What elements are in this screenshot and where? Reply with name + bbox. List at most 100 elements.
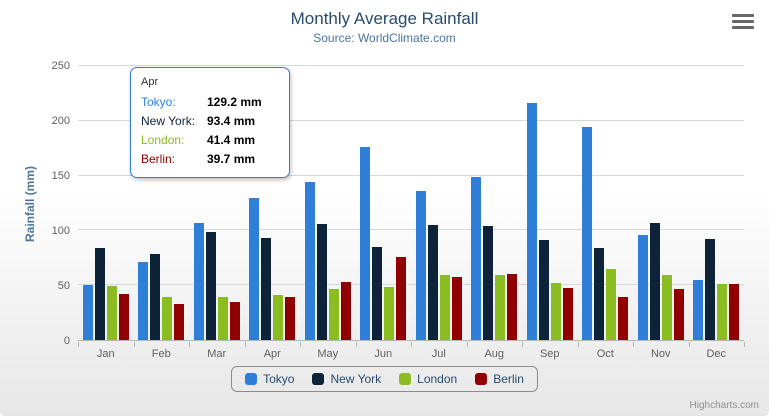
x-axis-label-mar: Mar <box>207 348 227 360</box>
bar-group-nov <box>633 66 689 340</box>
bar-tokyo-nov[interactable] <box>637 235 648 340</box>
bar-tokyo-jul[interactable] <box>415 191 426 340</box>
bar-berlin-nov[interactable] <box>673 288 684 340</box>
bar-berlin-apr[interactable] <box>285 296 296 340</box>
bar-berlin-oct[interactable] <box>618 297 629 340</box>
bar-group-feb <box>134 66 190 340</box>
bar-tokyo-aug[interactable] <box>471 177 482 340</box>
gridline <box>78 119 744 121</box>
legend-item-berlin[interactable]: Berlin <box>475 372 524 386</box>
bar-new-york-jul[interactable] <box>427 224 438 340</box>
bar-new-york-feb[interactable] <box>150 253 161 340</box>
tooltip: Apr Tokyo: 129.2 mm New York: 93.4 mm London… <box>130 67 290 178</box>
x-axis-tick <box>355 342 357 347</box>
legend: Tokyo New York London Berlin <box>0 366 769 392</box>
bar-london-jul[interactable] <box>439 275 450 340</box>
tooltip-category: Apr <box>141 76 159 88</box>
tooltip-rows: Tokyo: 129.2 mm New York: 93.4 mm London: 41.… <box>141 93 279 169</box>
bar-tokyo-sep[interactable] <box>526 102 537 340</box>
gridline <box>78 284 744 286</box>
bar-tokyo-mar[interactable] <box>193 223 204 340</box>
bar-tokyo-jun[interactable] <box>360 147 371 340</box>
tooltip-series-label: New York: <box>141 114 196 128</box>
bar-berlin-may[interactable] <box>340 282 351 340</box>
x-axis-ticks <box>78 342 745 347</box>
bar-berlin-aug[interactable] <box>507 273 518 340</box>
x-axis-tick <box>189 342 190 347</box>
tooltip-row: Berlin: 39.7 mm <box>141 150 279 169</box>
tooltip-series-label: Tokyo: <box>141 95 176 109</box>
bar-tokyo-dec[interactable] <box>693 280 704 340</box>
bar-london-mar[interactable] <box>217 296 228 340</box>
x-axis-label-apr: Apr <box>263 348 281 360</box>
bar-berlin-jul[interactable] <box>451 277 462 340</box>
bar-london-may[interactable] <box>328 288 339 340</box>
y-axis-tick-label: 50 <box>57 280 70 292</box>
x-axis-label-dec: Dec <box>706 348 727 360</box>
bar-group-dec <box>689 66 745 340</box>
x-axis-label-oct: Oct <box>596 348 614 360</box>
bar-tokyo-feb[interactable] <box>138 261 149 340</box>
bar-berlin-feb[interactable] <box>174 303 185 340</box>
x-axis-tick <box>577 342 579 347</box>
bar-new-york-aug[interactable] <box>483 225 494 340</box>
bar-new-york-mar[interactable] <box>205 232 216 340</box>
x-axis-label-nov: Nov <box>650 348 671 360</box>
bar-tokyo-oct[interactable] <box>582 127 593 340</box>
legend-label: Berlin <box>493 372 524 386</box>
bar-london-jan[interactable] <box>106 286 117 340</box>
y-axis-tick-label: 200 <box>51 115 70 127</box>
x-axis-label-aug: Aug <box>484 348 505 360</box>
bar-berlin-dec[interactable] <box>729 284 740 340</box>
bar-london-feb[interactable] <box>162 297 173 340</box>
credits-link[interactable]: Highcharts.com <box>689 400 759 411</box>
x-axis-tick <box>411 342 412 347</box>
legend-item-london[interactable]: London <box>399 372 457 386</box>
hamburger-menu-icon[interactable] <box>732 14 754 32</box>
bar-new-york-nov[interactable] <box>649 223 660 340</box>
x-axis-tick <box>300 342 301 347</box>
bar-new-york-jan[interactable] <box>94 248 105 340</box>
bar-new-york-apr[interactable] <box>261 237 272 340</box>
bar-berlin-sep[interactable] <box>562 287 573 340</box>
x-axis-tick <box>133 342 135 347</box>
legend-symbol <box>245 373 258 385</box>
bar-london-oct[interactable] <box>606 268 617 340</box>
gridline <box>78 174 744 176</box>
chart-title: Monthly Average Rainfall <box>290 9 479 28</box>
bar-berlin-mar[interactable] <box>229 302 240 340</box>
legend-box: Tokyo New York London Berlin <box>231 366 538 392</box>
bar-berlin-jun[interactable] <box>396 257 407 340</box>
x-axis-label-jul: Jul <box>431 348 446 360</box>
bar-new-york-jun[interactable] <box>372 247 383 340</box>
bar-london-dec[interactable] <box>717 283 728 340</box>
bar-tokyo-may[interactable] <box>304 182 315 340</box>
hamburger-line <box>732 26 754 29</box>
chart-subtitle: Source: WorldClimate.com <box>313 31 456 45</box>
legend-label: New York <box>330 372 382 386</box>
legend-symbol <box>312 373 325 385</box>
bar-new-york-may[interactable] <box>316 223 327 340</box>
bar-group-aug <box>467 66 523 340</box>
bar-berlin-jan[interactable] <box>118 293 129 340</box>
bar-tokyo-jan[interactable] <box>82 285 93 340</box>
bar-london-aug[interactable] <box>495 274 506 340</box>
legend-item-new-york[interactable]: New York <box>312 372 381 386</box>
bar-new-york-oct[interactable] <box>594 248 605 340</box>
bar-london-sep[interactable] <box>550 282 561 340</box>
legend-item-tokyo[interactable]: Tokyo <box>245 372 294 386</box>
bar-group-may <box>300 66 356 340</box>
bar-group-oct <box>578 66 634 340</box>
bar-new-york-sep[interactable] <box>538 240 549 340</box>
x-axis-tick <box>744 342 745 347</box>
bar-london-apr[interactable] <box>273 294 284 340</box>
tooltip-series-label: London: <box>141 133 185 147</box>
bar-tokyo-apr[interactable] <box>249 198 260 340</box>
bar-new-york-dec[interactable] <box>705 238 716 340</box>
tooltip-value: 39.7 mm <box>207 152 256 166</box>
bar-london-nov[interactable] <box>661 275 672 340</box>
x-axis-tick <box>522 342 523 347</box>
bar-group-mar <box>189 66 245 340</box>
bar-london-jun[interactable] <box>384 287 395 340</box>
